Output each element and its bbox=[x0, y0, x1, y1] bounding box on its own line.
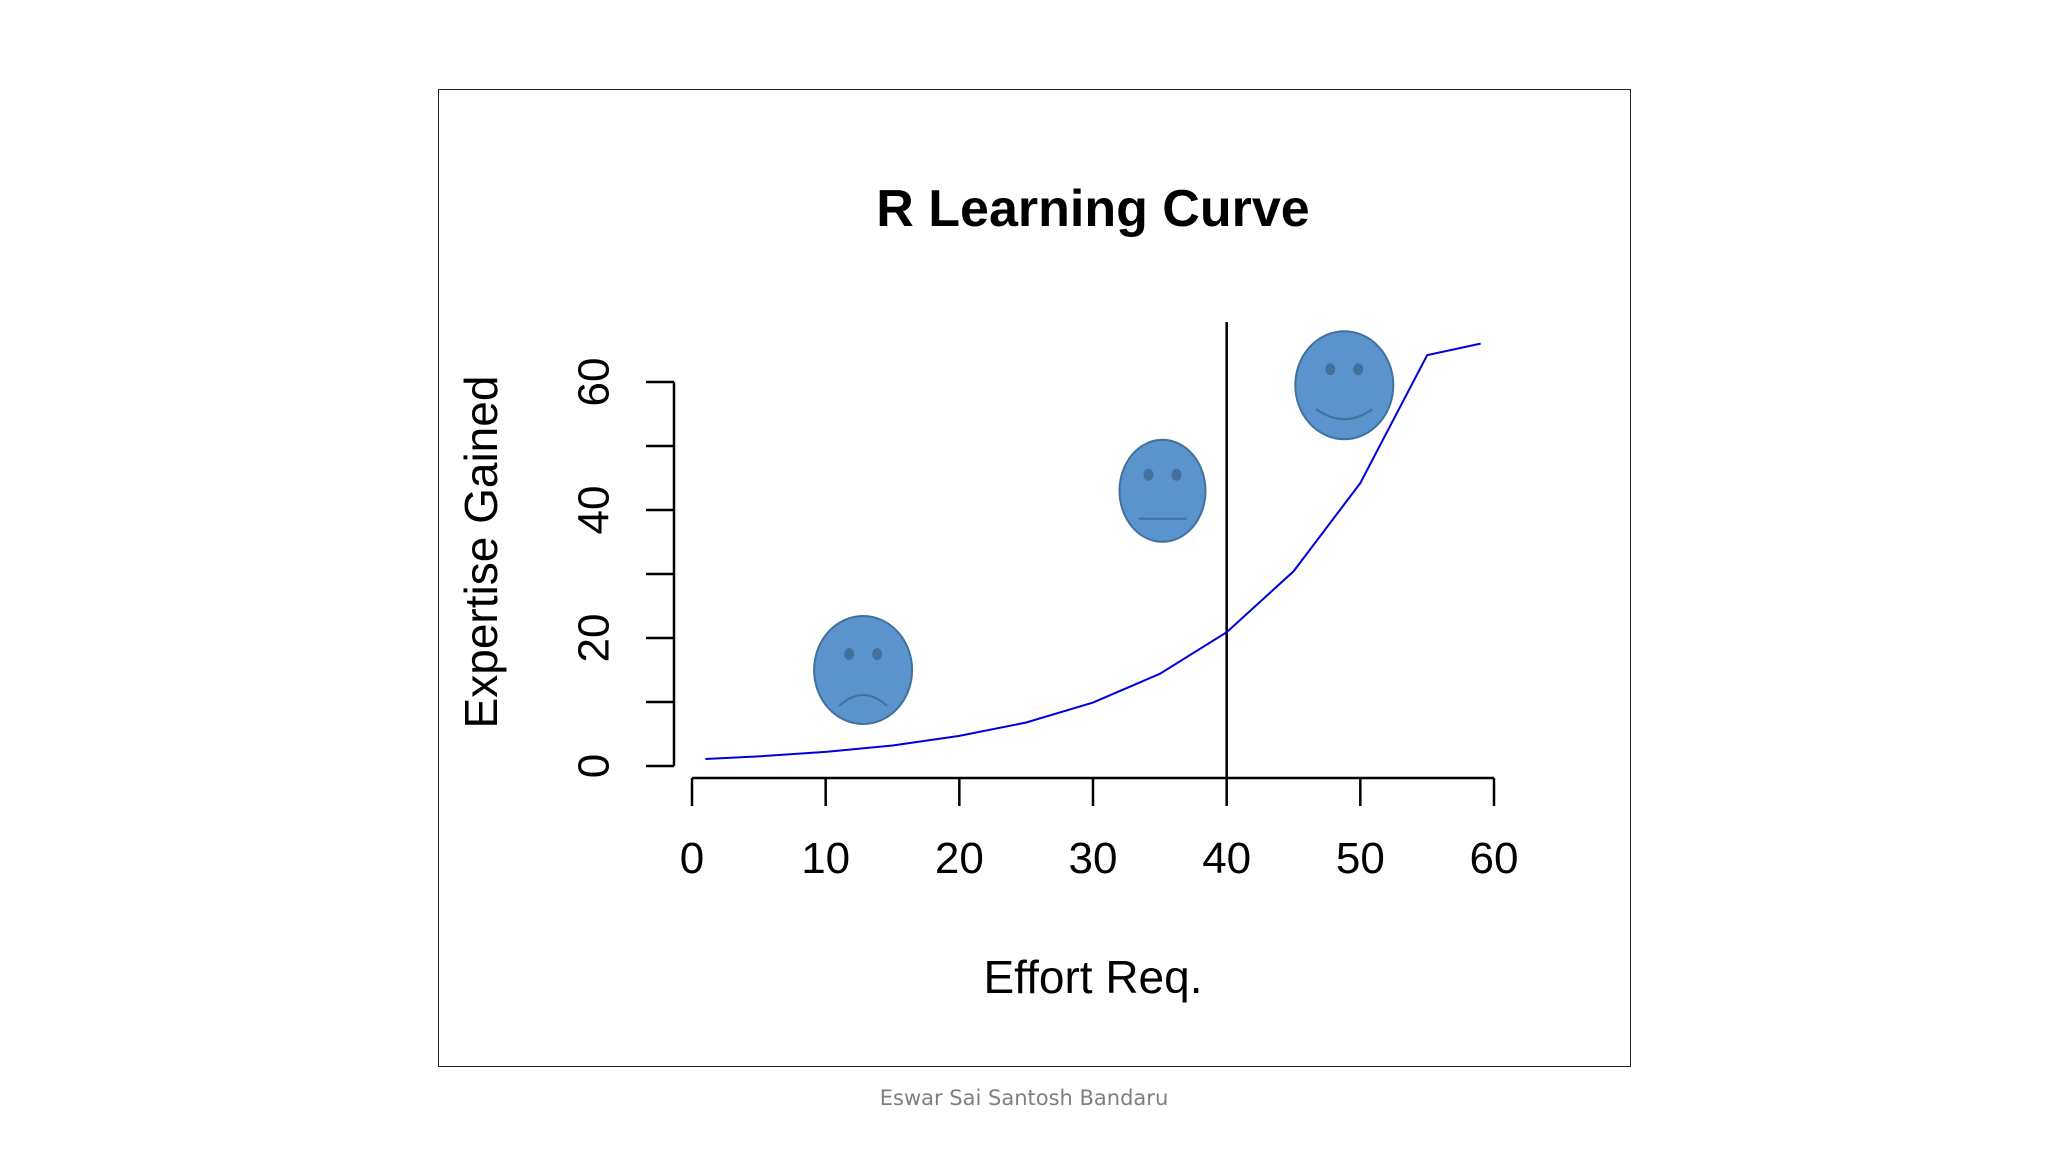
face-mouth bbox=[1315, 408, 1373, 421]
face-circle bbox=[813, 615, 914, 725]
face-eye bbox=[872, 648, 883, 660]
x-tick-label: 10 bbox=[801, 834, 850, 883]
x-tick-label: 30 bbox=[1069, 834, 1118, 883]
x-tick-label: 60 bbox=[1470, 834, 1519, 883]
axes-layer: 0 10 20 30 40 50 60 0 20 40 60 bbox=[570, 358, 1519, 883]
y-tick-label: 0 bbox=[570, 754, 619, 778]
sad-face-icon bbox=[813, 615, 914, 725]
face-eye bbox=[1143, 468, 1154, 481]
curve-layer bbox=[705, 342, 1481, 760]
neutral-face-icon bbox=[1118, 438, 1207, 543]
y-tick-label: 40 bbox=[570, 486, 619, 535]
chart-frame: R Learning Curve 0 10 20 30 40 50 60 0 20 40 60 Ef… bbox=[438, 89, 1631, 1067]
face-circle bbox=[1294, 330, 1395, 441]
x-tick-label: 40 bbox=[1202, 834, 1251, 883]
x-tick-label: 50 bbox=[1336, 834, 1385, 883]
face-circle bbox=[1118, 438, 1207, 543]
y-tick-label: 20 bbox=[570, 614, 619, 663]
footer-author: Eswar Sai Santosh Bandaru bbox=[879, 1086, 1169, 1110]
y-axis-label: Expertise Gained bbox=[455, 376, 507, 729]
face-eye bbox=[844, 648, 855, 660]
chart-title: R Learning Curve bbox=[876, 180, 1309, 238]
face-eye bbox=[1353, 363, 1364, 376]
x-axis-label: Effort Req. bbox=[983, 951, 1202, 1003]
learning-curve-line bbox=[705, 342, 1481, 760]
faces-layer bbox=[813, 330, 1395, 725]
x-tick-label: 20 bbox=[935, 834, 984, 883]
face-eye bbox=[1171, 468, 1182, 481]
x-tick-label: 0 bbox=[680, 834, 704, 883]
happy-face-icon bbox=[1294, 330, 1395, 441]
face-eye bbox=[1325, 363, 1336, 376]
learning-curve-chart: R Learning Curve 0 10 20 30 40 50 60 0 20 40 60 Ef… bbox=[455, 180, 1519, 1003]
face-mouth bbox=[838, 694, 888, 707]
y-tick-label: 60 bbox=[570, 358, 619, 407]
